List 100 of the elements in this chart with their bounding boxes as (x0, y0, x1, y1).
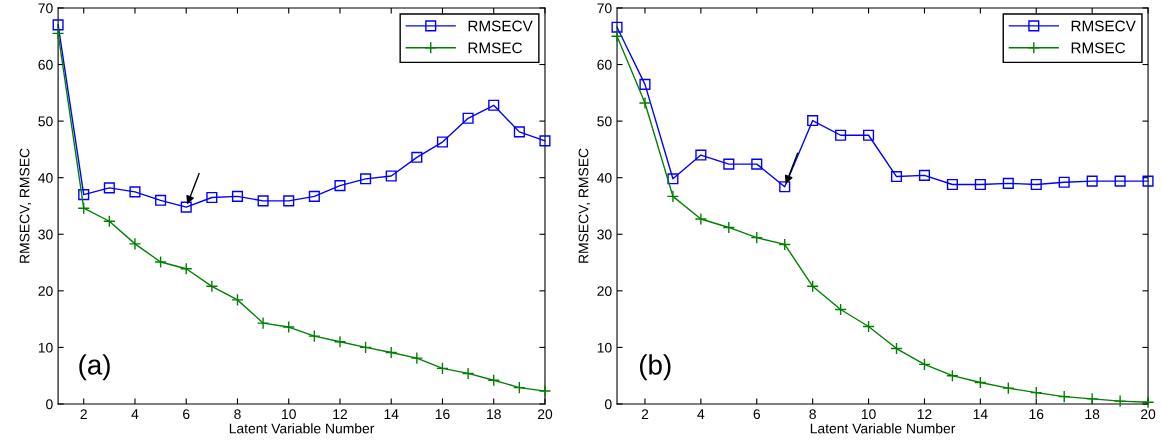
x-axis-title: Latent Variable Number (810, 423, 956, 434)
point (436, 362, 449, 375)
x-tick-label: 12 (917, 409, 932, 419)
point (78, 189, 90, 201)
legend-label: RMSECV (468, 20, 533, 32)
point (231, 293, 244, 307)
legend-label: RMSECV (1071, 20, 1136, 32)
point (639, 78, 651, 90)
point (1058, 176, 1070, 188)
point (1114, 175, 1126, 187)
point (666, 190, 680, 203)
point (154, 255, 167, 269)
point (1002, 177, 1014, 189)
y-tick-label: 0 (46, 399, 53, 410)
y-tick-label: 10 (597, 342, 612, 353)
x-tick-label: 10 (861, 409, 876, 420)
y-tick-label: 40 (38, 173, 53, 183)
x-tick-label: 20 (537, 409, 553, 420)
point (308, 329, 321, 343)
point (1002, 381, 1015, 395)
point (333, 335, 347, 349)
point (359, 341, 372, 354)
point (890, 170, 903, 183)
y-tick-label: 70 (597, 3, 612, 14)
point (128, 237, 142, 251)
point (1142, 175, 1154, 187)
point (723, 158, 735, 170)
point (411, 151, 423, 163)
point (807, 114, 819, 127)
point (1085, 392, 1099, 406)
x-tick-label: 2 (80, 409, 87, 419)
point (1030, 386, 1043, 399)
point (863, 129, 875, 141)
y-tick-label: 50 (597, 116, 612, 127)
point (488, 99, 500, 111)
point (129, 186, 141, 198)
y-axis-title: RMSECV, RMSEC (19, 148, 32, 263)
point (257, 195, 269, 207)
x-tick-label: 18 (487, 409, 501, 420)
annotation: (b) (639, 354, 671, 381)
point (206, 191, 218, 204)
x-tick-label: 8 (234, 409, 241, 420)
x-tick-label: 6 (753, 409, 761, 420)
point (51, 27, 65, 40)
x-tick-label: 20 (1141, 409, 1156, 420)
x-tick-label: 4 (697, 409, 705, 419)
point (918, 358, 931, 371)
legend-label: RMSEC (468, 42, 522, 54)
y-tick-label: 0 (604, 399, 612, 410)
x-tick-label: 8 (809, 409, 816, 420)
point (722, 221, 736, 234)
legend-label: RMSEC (1071, 42, 1126, 54)
x-tick-label: 12 (333, 409, 347, 419)
point (179, 262, 193, 276)
point (334, 180, 346, 192)
point (835, 129, 847, 141)
point (385, 170, 397, 182)
y-tick-label: 30 (597, 229, 612, 240)
y-tick-label: 30 (38, 229, 53, 240)
point (946, 178, 958, 191)
point (974, 376, 987, 389)
point (694, 212, 708, 226)
point (180, 201, 192, 213)
y-tick-label: 20 (597, 286, 612, 297)
x-tick-label: 2 (641, 409, 649, 419)
point (461, 367, 475, 380)
point (231, 190, 244, 202)
point (918, 169, 931, 181)
point (695, 149, 707, 161)
point (750, 231, 764, 244)
point (834, 303, 847, 316)
point (890, 342, 903, 355)
point (862, 320, 875, 333)
point (974, 178, 986, 191)
point (103, 214, 116, 228)
y-tick-label: 70 (38, 3, 53, 14)
point (360, 173, 372, 185)
point (155, 194, 167, 206)
point (538, 384, 552, 398)
x-tick-label: 6 (183, 409, 190, 420)
point (1057, 390, 1071, 403)
point (283, 195, 295, 207)
point (410, 351, 424, 365)
point (205, 280, 219, 293)
point (103, 182, 115, 194)
point (308, 190, 320, 202)
point (778, 238, 791, 251)
point (1030, 178, 1042, 191)
point (282, 320, 295, 334)
point (487, 373, 500, 387)
y-tick-label: 60 (597, 59, 612, 70)
point (52, 19, 64, 31)
point (1086, 175, 1098, 187)
y-tick-label: 40 (597, 173, 612, 183)
point (667, 173, 679, 185)
y-tick-label: 20 (38, 286, 53, 297)
point (946, 369, 959, 382)
point (1141, 396, 1155, 409)
x-tick-label: 16 (435, 409, 450, 420)
point (806, 280, 819, 293)
